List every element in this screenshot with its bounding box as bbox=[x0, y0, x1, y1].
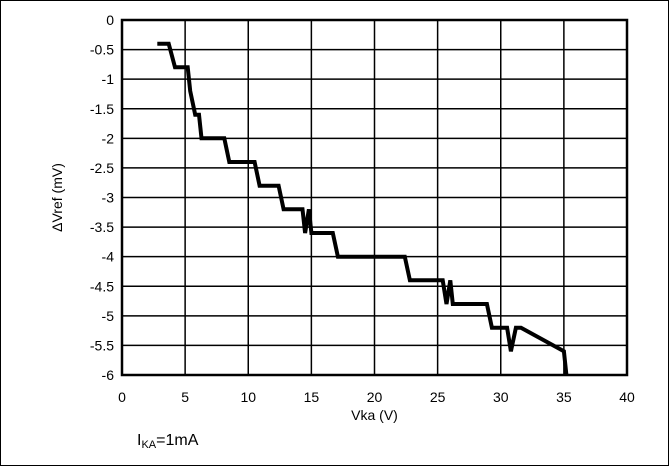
grid-lines bbox=[122, 20, 627, 375]
y-tick-label: -4.5 bbox=[90, 278, 114, 294]
series-line bbox=[157, 41, 569, 376]
condition-subscript: KA bbox=[141, 439, 157, 451]
x-tick-label: 0 bbox=[118, 389, 126, 405]
y-tick-label: -0.5 bbox=[90, 42, 114, 58]
x-tick-label: 40 bbox=[619, 389, 635, 405]
x-tick-label: 5 bbox=[181, 389, 189, 405]
x-tick-label: 20 bbox=[367, 389, 383, 405]
condition-value: =1mA bbox=[156, 432, 199, 449]
y-tick-label: -2.5 bbox=[90, 160, 114, 176]
y-tick-labels: 0 -0.5 -1 -1.5 -2 -2.5 -3 -3.5 -4 -4.5 -5 -5.5 -6 bbox=[90, 12, 114, 383]
y-tick-label: -1 bbox=[102, 71, 115, 87]
y-tick-label: -1.5 bbox=[90, 101, 114, 117]
plot-area-border bbox=[120, 18, 629, 377]
test-condition-label: IKA=1mA bbox=[137, 432, 198, 451]
x-tick-label: 25 bbox=[430, 389, 446, 405]
y-tick-label: -2 bbox=[102, 130, 115, 146]
y-tick-label: -3 bbox=[102, 190, 115, 206]
y-tick-label: -6 bbox=[102, 367, 115, 383]
x-tick-label: 15 bbox=[304, 389, 320, 405]
x-tick-label: 10 bbox=[240, 389, 256, 405]
x-tick-labels: 0 5 10 15 20 25 30 35 40 bbox=[118, 389, 635, 405]
y-tick-label: -3.5 bbox=[90, 219, 114, 235]
y-tick-label: 0 bbox=[106, 12, 114, 28]
y-tick-label: -5.5 bbox=[90, 337, 114, 353]
series-layer bbox=[157, 41, 569, 376]
y-tick-label: -5 bbox=[102, 308, 115, 324]
y-tick-label: -4 bbox=[102, 249, 115, 265]
x-axis-label: Vka (V) bbox=[351, 407, 398, 423]
condition-symbol: I bbox=[137, 432, 142, 449]
y-axis-label: ΔVref (mV) bbox=[49, 163, 65, 232]
x-tick-label: 30 bbox=[493, 389, 509, 405]
x-tick-label: 35 bbox=[556, 389, 572, 405]
